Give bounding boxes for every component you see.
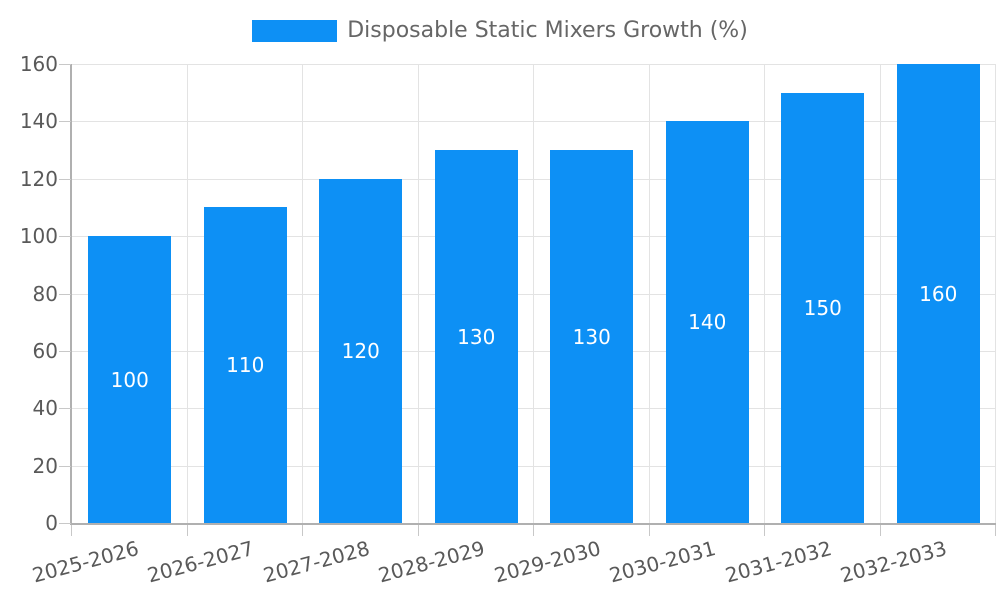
bar[interactable]: 150 [781, 92, 865, 523]
gridline-horizontal [72, 178, 996, 180]
bar-value-label: 140 [688, 310, 727, 335]
x-tick-label: 2032-2033 [837, 536, 950, 588]
gridline-horizontal [72, 465, 996, 467]
y-tick-mark [59, 465, 71, 467]
y-tick-label: 20 [32, 453, 58, 478]
gridline-horizontal [72, 236, 996, 238]
gridline-vertical [879, 64, 881, 523]
gridline-vertical [648, 64, 650, 523]
legend-item[interactable]: Disposable Static Mixers Growth (%) [252, 18, 748, 44]
x-axis-line [70, 523, 996, 525]
gridline-vertical [417, 64, 419, 523]
y-axis-line [70, 64, 72, 525]
bar-value-label: 150 [803, 295, 842, 320]
x-tick-label: 2027-2028 [260, 536, 372, 588]
bar-value-label: 160 [919, 281, 958, 306]
bar-value-label: 130 [572, 324, 611, 349]
x-tick-mark [71, 525, 72, 536]
y-tick-mark [59, 408, 71, 410]
gridline-vertical [186, 64, 188, 523]
gridline-horizontal [72, 121, 996, 123]
x-tick-label: 2029-2030 [491, 536, 603, 588]
bar-value-label: 130 [457, 324, 496, 349]
x-tick-mark [417, 525, 419, 536]
x-tick-mark [533, 525, 534, 536]
y-tick-mark [59, 523, 71, 524]
x-tick-mark [764, 525, 765, 536]
plot-area: 100 110 120 130 130 140 150 160 [72, 64, 996, 523]
legend-label: Disposable Static Mixers Growth (%) [347, 18, 748, 43]
x-tick-label: 2030-2031 [606, 536, 719, 588]
y-tick-label: 140 [19, 109, 58, 134]
y-tick-mark [59, 178, 71, 180]
y-tick-mark [59, 350, 71, 352]
chart-legend: Disposable Static Mixers Growth (%) [0, 18, 1000, 44]
x-tick-mark [995, 525, 996, 536]
y-tick-mark [59, 236, 71, 238]
x-tick-mark [879, 525, 881, 536]
legend-swatch-icon [252, 20, 338, 42]
y-tick-label: 40 [32, 396, 58, 421]
y-tick-label: 120 [19, 166, 58, 191]
x-tick-label: 2031-2032 [722, 536, 834, 588]
bar[interactable]: 110 [203, 207, 287, 523]
gridline-horizontal [72, 64, 996, 65]
bar[interactable]: 130 [434, 150, 518, 523]
gridline-horizontal [72, 293, 996, 295]
gridline-vertical [302, 64, 303, 523]
bar[interactable]: 100 [88, 236, 172, 523]
y-tick-label: 60 [32, 338, 58, 363]
x-tick-label: 2025-2026 [29, 536, 141, 588]
gridline-horizontal [72, 350, 996, 352]
bar-value-label: 110 [226, 353, 265, 378]
y-tick-mark [59, 64, 71, 65]
x-tick-mark [648, 525, 650, 536]
x-tick-label: 2028-2029 [375, 536, 488, 588]
gridline-vertical [995, 64, 996, 523]
y-tick-label: 80 [32, 281, 58, 306]
x-tick-label: 2026-2027 [144, 536, 257, 588]
gridline-vertical [533, 64, 534, 523]
gridline-horizontal [72, 408, 996, 410]
bar[interactable]: 160 [896, 64, 980, 523]
bar-value-label: 100 [110, 367, 149, 392]
bar-value-label: 120 [341, 338, 380, 363]
x-tick-mark [186, 525, 188, 536]
bar[interactable]: 120 [319, 178, 403, 523]
y-tick-label: 160 [19, 52, 58, 76]
y-tick-mark [59, 293, 71, 295]
x-tick-mark [302, 525, 303, 536]
gridline-vertical [764, 64, 765, 523]
y-tick-label: 0 [45, 511, 58, 535]
bar[interactable]: 140 [665, 121, 749, 523]
bar[interactable]: 130 [550, 150, 634, 523]
y-tick-mark [59, 121, 71, 123]
y-tick-label: 100 [19, 224, 58, 249]
